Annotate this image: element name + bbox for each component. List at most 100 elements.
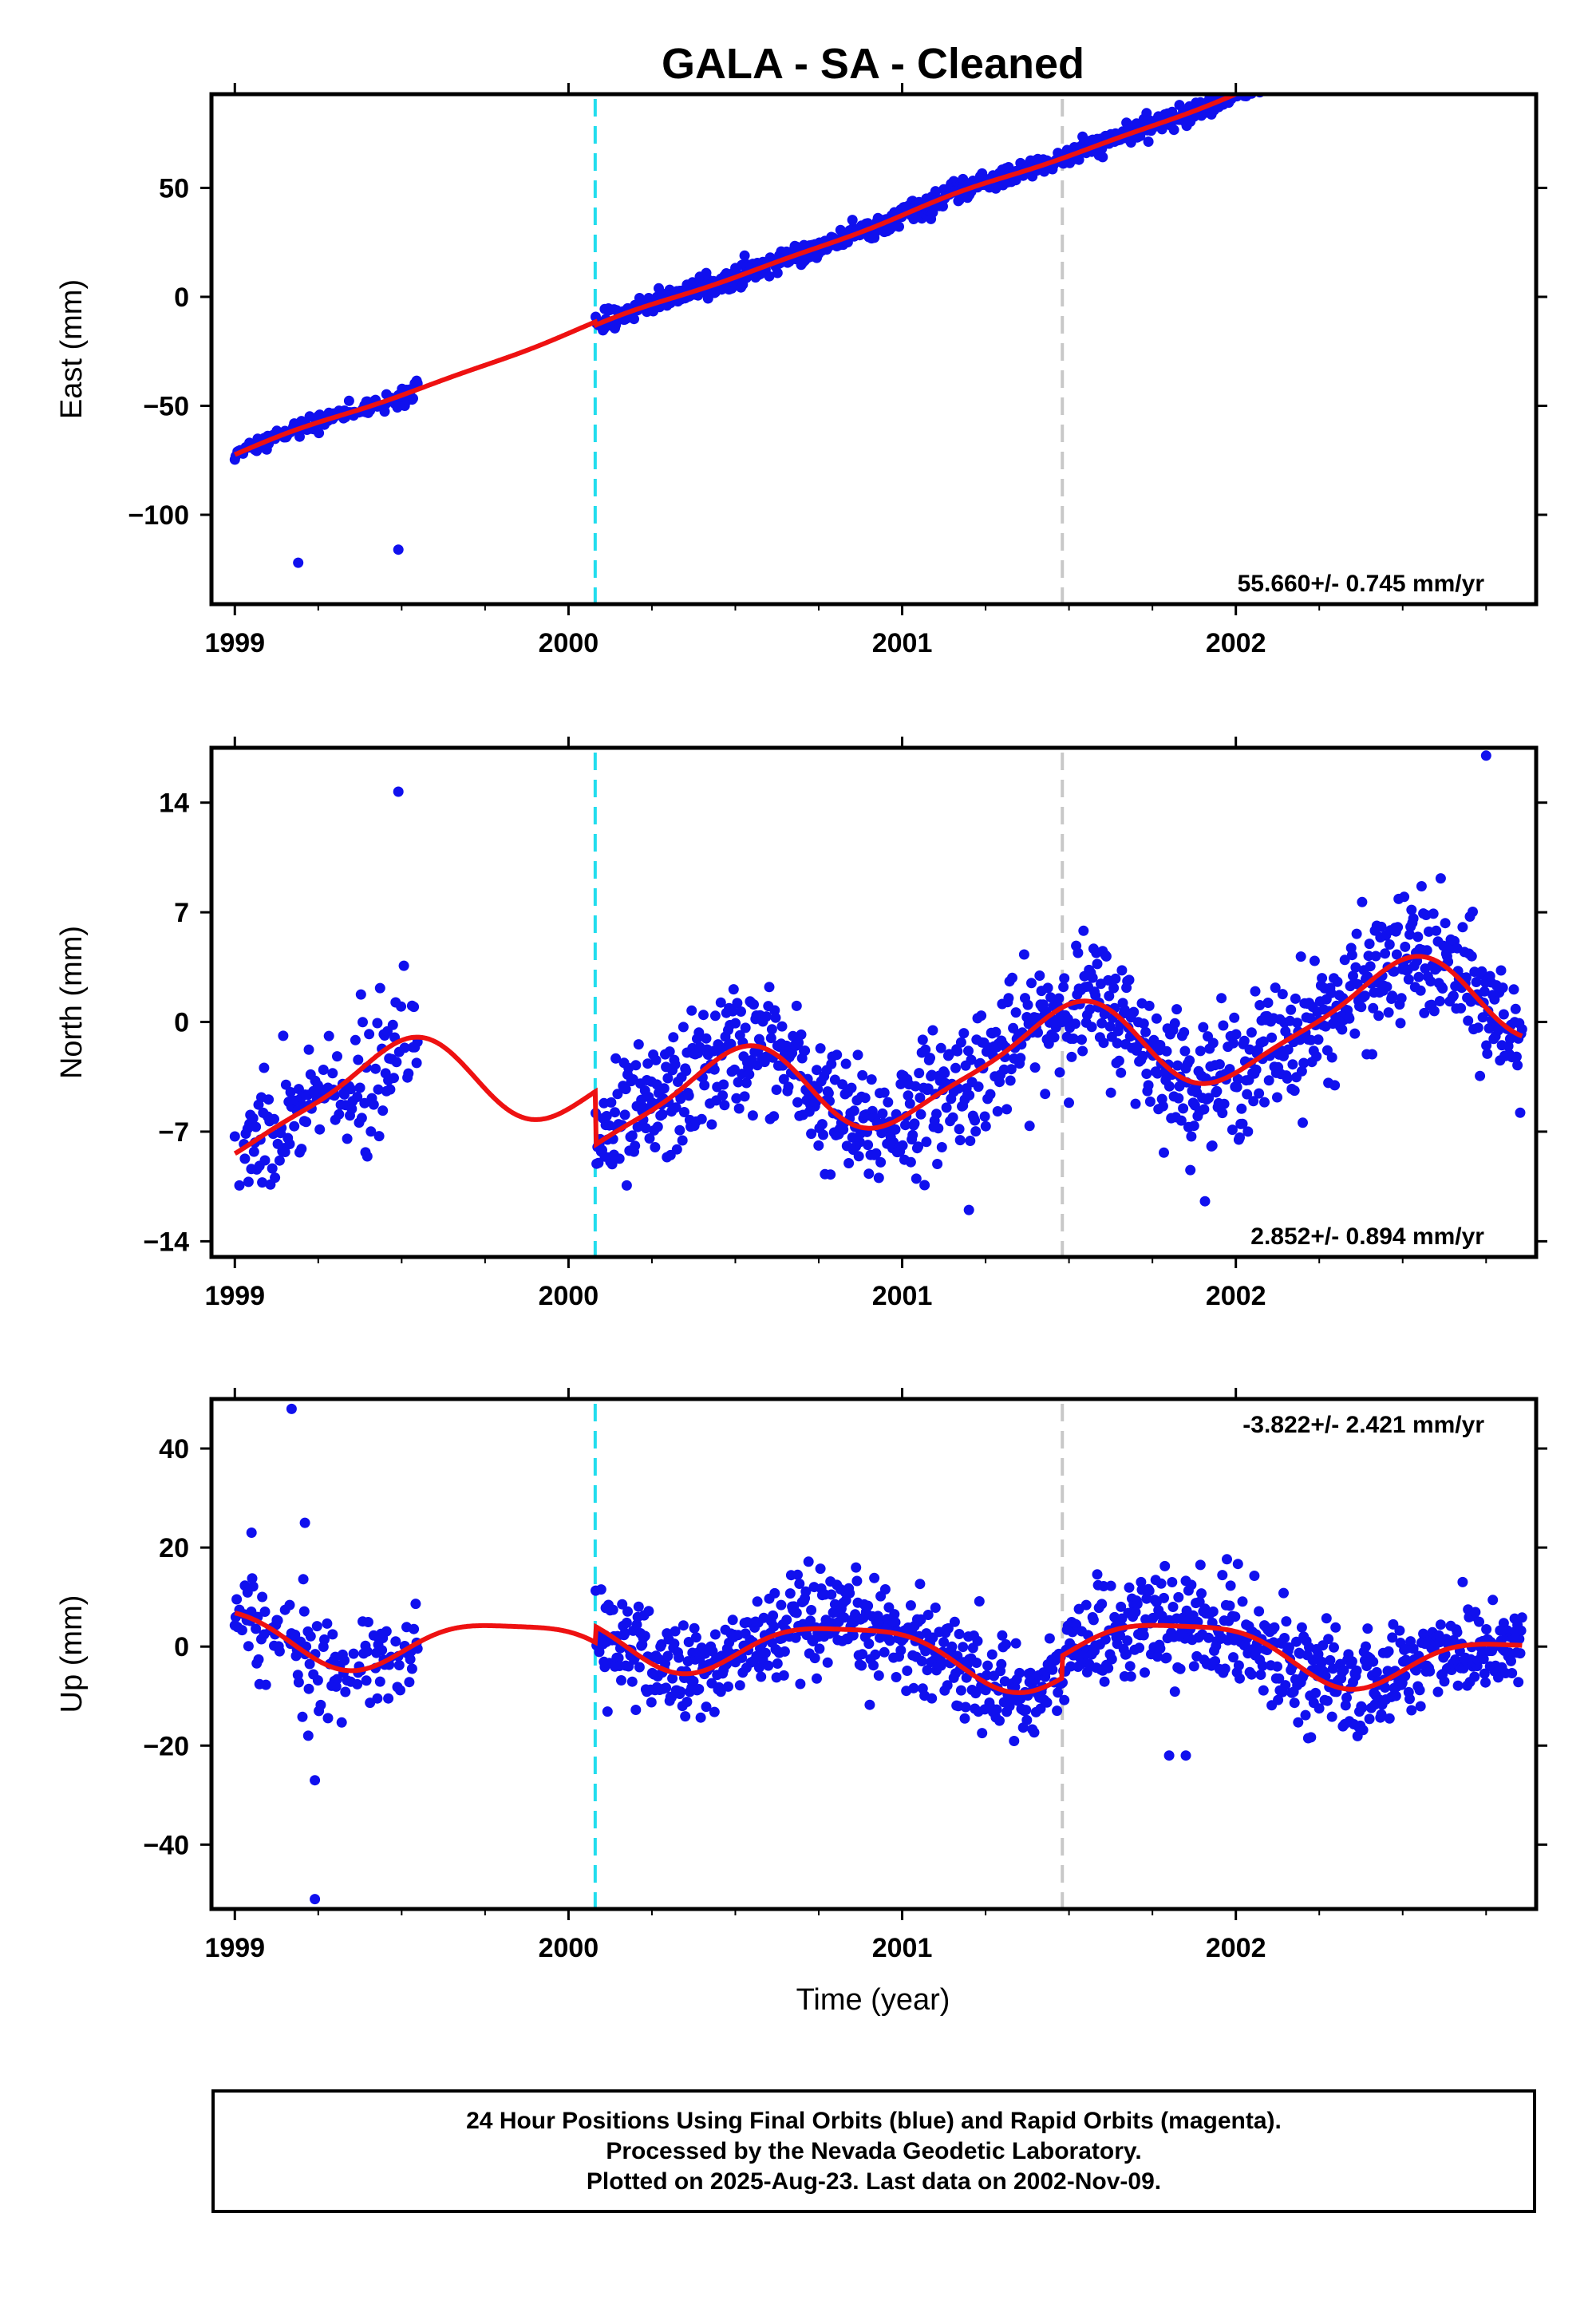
- data-point: [1375, 41, 1385, 51]
- panel-2: 1999 2000 2001 2002 40 20 0 −20 −40 Up (mm) -3.822…: [55, 1388, 1547, 1963]
- data-point: [1304, 58, 1314, 69]
- data-point: [765, 1033, 776, 1044]
- data-point: [332, 1051, 342, 1062]
- data-point: [1203, 1632, 1215, 1643]
- data-point: [927, 1025, 938, 1036]
- data-point: [594, 1646, 605, 1658]
- data-point: [236, 1625, 247, 1636]
- data-point: [1266, 1032, 1278, 1043]
- data-point: [1479, 1668, 1490, 1679]
- data-point: [1511, 0, 1522, 4]
- data-point: [932, 1159, 943, 1169]
- data-point: [1276, 67, 1286, 77]
- data-point: [1407, 23, 1417, 34]
- data-point: [1277, 989, 1288, 1000]
- data-point: [1412, 18, 1423, 29]
- data-point: [1124, 1582, 1135, 1593]
- data-point-outlier: [963, 1204, 974, 1215]
- data-point: [1009, 1736, 1020, 1746]
- data-point: [903, 1090, 914, 1101]
- data-point: [1435, 873, 1446, 884]
- data-point: [1377, 45, 1388, 55]
- data-point: [1484, 4, 1495, 14]
- data-point: [847, 1630, 859, 1641]
- y-tick-label: 20: [159, 1533, 189, 1563]
- data-point: [1247, 77, 1258, 88]
- data-point: [1435, 18, 1445, 29]
- data-point: [1408, 1643, 1419, 1654]
- data-point-outlier: [393, 544, 404, 555]
- data-point: [1231, 1081, 1242, 1093]
- data-point: [1296, 1065, 1307, 1077]
- data-point: [1317, 973, 1328, 984]
- data-point: [1356, 1002, 1367, 1013]
- data-point: [650, 1142, 661, 1152]
- data-point: [854, 1136, 865, 1148]
- data-point: [642, 1058, 654, 1069]
- data-point: [361, 1646, 373, 1657]
- data-point: [1289, 1085, 1300, 1097]
- data-point: [372, 1693, 383, 1704]
- data-point: [1279, 72, 1290, 82]
- data-point: [904, 1098, 915, 1109]
- data-point: [1238, 74, 1248, 85]
- x-tick-label: 2000: [539, 1933, 599, 1963]
- data-point: [1259, 75, 1270, 85]
- data-point: [657, 1109, 668, 1120]
- data-point: [699, 1080, 710, 1091]
- data-point: [1314, 58, 1325, 69]
- data-point: [1498, 0, 1508, 5]
- data-point: [851, 1575, 863, 1587]
- data-point: [1096, 1599, 1108, 1610]
- data-point-outlier: [310, 1894, 321, 1905]
- data-point: [1272, 1092, 1282, 1103]
- data-point: [405, 1654, 416, 1665]
- data-point: [1337, 48, 1348, 58]
- data-point: [1341, 47, 1352, 57]
- data-point: [1272, 74, 1282, 85]
- rate-label: -3.822+/- 2.421 mm/yr: [1242, 1412, 1484, 1438]
- plot-frame-1: [209, 745, 1539, 1259]
- data-point: [920, 1044, 931, 1055]
- data-point: [1224, 1064, 1235, 1075]
- data-point: [877, 1108, 888, 1119]
- y-tick-label: −50: [143, 392, 189, 422]
- data-point: [396, 1001, 407, 1012]
- data-point: [908, 1682, 919, 1694]
- data-point: [1457, 8, 1468, 18]
- data-point: [1389, 31, 1400, 41]
- data-point: [1306, 52, 1316, 62]
- data-point: [411, 1057, 422, 1069]
- data-point: [385, 1084, 396, 1095]
- data-point: [1396, 28, 1406, 38]
- data-point: [791, 1607, 802, 1618]
- data-point: [1370, 34, 1381, 44]
- data-point: [1476, 5, 1487, 15]
- data-point: [267, 1163, 278, 1174]
- data-point: [911, 1173, 922, 1184]
- data-point: [1298, 61, 1309, 72]
- data-point: [1463, 2, 1473, 12]
- data-point: [1467, 4, 1477, 14]
- data-point: [763, 1660, 774, 1671]
- data-point: [1354, 45, 1365, 55]
- data-point: [778, 1670, 789, 1681]
- data-point: [1416, 22, 1426, 32]
- data-point: [1096, 1018, 1108, 1029]
- data-point: [1404, 37, 1415, 47]
- data-point: [1097, 152, 1108, 163]
- data-point: [1450, 10, 1460, 20]
- data-point: [1475, 6, 1485, 16]
- data-point: [792, 1097, 803, 1108]
- data-point: [734, 1680, 745, 1691]
- data-point: [1431, 925, 1442, 936]
- data-point: [1026, 978, 1037, 989]
- data-point: [1005, 1075, 1016, 1086]
- data-point: [1325, 1654, 1336, 1666]
- data-point: [336, 1717, 347, 1728]
- y-tick-label: −20: [143, 1731, 189, 1761]
- data-point: [1387, 24, 1397, 34]
- data-point: [640, 1123, 651, 1134]
- data-point: [409, 1623, 420, 1634]
- data-point: [234, 1180, 245, 1191]
